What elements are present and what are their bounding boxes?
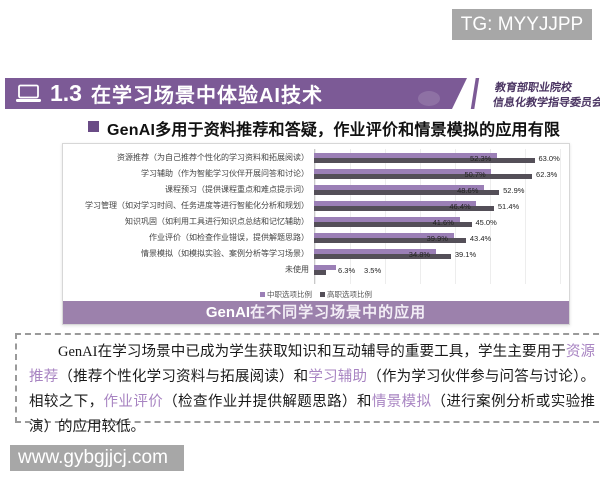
value-label-zhongzhi: 6.3% [338,266,356,275]
chart-row: 学习管理（如对学习时间、任务进度等进行智能化分析和规划） 46.4% 51.4% [71,198,561,214]
site-watermark: www.gybgjjcj.com [10,445,184,471]
legend-label: 高职选项比例 [327,290,372,299]
bar-group: 50.7% 62.3% [314,166,561,182]
banner-accent-stripe [470,78,480,109]
summary-highlight: 资源推荐 [29,344,595,385]
organization-name: 教育部职业院校 信息化教学指导委员会 [492,80,600,110]
bar-gaozhi [314,222,472,227]
bar-zhongzhi [314,153,498,158]
chart-row: 情景模拟（如模拟实验、案例分析等学习场景） 34.8% 39.1% [71,246,561,262]
value-label-gaozhi: 62.3% [536,170,558,179]
bar-group: 48.6% 52.9% [314,182,561,198]
value-label-zhongzhi: 41.6% [432,218,454,227]
telegram-watermark: TG: MYYJJPP [452,9,592,40]
chart-rows: 资源推荐（为自己推荐个性化的学习资料和拓展阅读） 52.3% 63.0% 学习辅助（作… [71,150,561,278]
category-label: 作业评价（如检查作业错误，提供解题思路） [149,233,309,242]
legend-item: 中职选项比例 [260,289,312,300]
category-label: 学习管理（如对学习时间、任务进度等进行智能化分析和规划） [85,201,309,210]
value-label-gaozhi: 39.1% [454,250,477,259]
chart-row: 资源推荐（为自己推荐个性化的学习资料和拓展阅读） 52.3% 63.0% [71,150,561,166]
summary-text: GenAI在学习场景中已成为学生获取知识和互动辅导的重要工具，学生主要用于 [58,344,566,360]
bar-gaozhi [314,206,494,211]
chart-panel: 资源推荐（为自己推荐个性化的学习资料和拓展阅读） 52.3% 63.0% 学习辅助（作… [62,143,570,325]
section-header-banner: 1.3 在学习场景中体验AI技术 [5,78,467,109]
category-label: 课程预习（提供课程重点和难点提示词） [165,185,309,194]
category-label: 未使用 [285,265,309,274]
summary-text-box: GenAI在学习场景中已成为学生获取知识和互动辅导的重要工具，学生主要用于资源推… [15,333,600,435]
legend-item: 高职选项比例 [320,289,372,300]
summary-highlight: 学习辅助 [308,369,368,385]
value-label-gaozhi: 51.4% [497,202,520,211]
bar-group: 46.4% 51.4% [314,198,561,214]
bar-zhongzhi [314,185,485,190]
chart-row: 未使用 6.3% 3.5% [71,262,561,278]
bar-gaozhi [314,190,500,195]
bar-zhongzhi [314,265,337,270]
bar-zhongzhi [314,249,436,254]
bar-group: 6.3% 3.5% [314,262,561,278]
section-title: 在学习场景中体验AI技术 [90,85,323,107]
category-label: 情景模拟（如模拟实验、案例分析等学习场景） [141,249,309,258]
chart-row: 课程预习（提供课程重点和难点提示词） 48.6% 52.9% [71,182,561,198]
headline-prefix: GenAI [107,122,156,139]
chart-legend: 中职选项比例 高职选项比例 [63,289,569,300]
chart-row: 知识巩固（如利用工具进行知识点总结和记忆辅助） 41.6% 45.0% [71,214,561,230]
summary-text: （进行案例分析或实验推演）的应用较低。 [29,394,596,435]
bar-gaozhi [314,238,466,243]
chart-title-prefix: GenAI [205,304,251,321]
category-label: 学习辅助（作为智能学习伙伴开展问答和讨论） [141,169,309,178]
bar-zhongzhi [314,217,460,222]
value-label-zhongzhi: 50.7% [464,170,486,179]
summary-text: （检查作业并提供解题思路）和 [163,394,372,410]
chart-row: 作业评价（如检查作业错误，提供解题思路） 39.9% 43.4% [71,230,561,246]
value-label-zhongzhi: 52.3% [470,154,492,163]
bullet-square-icon [88,121,99,132]
bar-zhongzhi [314,233,454,238]
summary-text: （作为学习伙伴参与问答与讨论）。相较之下， [29,369,596,410]
value-label-zhongzhi: 34.8% [408,250,431,259]
value-label-gaozhi: 43.4% [469,234,492,243]
legend-label: 中职选项比例 [267,290,312,299]
page-number-badge [418,91,440,106]
headline-text: GenAI多用于资料推荐和答疑，作业评价和情景模拟的应用有限 [107,116,560,140]
bar-gaozhi [314,254,451,259]
summary-highlight: 作业评价 [103,394,164,410]
legend-swatch-icon [320,292,325,297]
category-label: 知识巩固（如利用工具进行知识点总结和记忆辅助） [125,217,309,226]
bar-gaozhi [314,158,535,163]
bar-gaozhi [314,270,327,275]
organization-line2: 信息化教学指导委员会 [492,96,600,109]
value-label-gaozhi: 45.0% [475,218,497,227]
value-label-gaozhi: 3.5% [364,266,382,275]
bar-group: 52.3% 63.0% [314,150,561,166]
value-label-zhongzhi: 46.4% [449,202,471,211]
value-label-gaozhi: 63.0% [538,154,560,163]
organization-line1: 教育部职业院校 [494,81,573,94]
headline-bullet: GenAI多用于资料推荐和答疑，作业评价和情景模拟的应用有限 [88,116,560,140]
bar-group: 34.8% 39.1% [314,246,561,262]
chart-title-text: 在不同学习场景中的应用 [250,304,427,321]
category-label: 资源推荐（为自己推荐个性化的学习资料和拓展阅读） [117,153,309,162]
bar-gaozhi [314,174,533,179]
summary-highlight: 情景模拟 [371,394,432,410]
legend-swatch-icon [260,292,265,297]
headline-body: 多用于资料推荐和答疑，作业评价和情景模拟的应用有限 [155,122,561,139]
chart-title-bar: GenAI在不同学习场景中的应用 [63,301,569,324]
bar-group: 41.6% 45.0% [314,214,561,230]
summary-text: （推荐个性化学习资料与拓展阅读）和 [58,369,309,385]
laptop-icon [15,84,42,104]
value-label-zhongzhi: 48.6% [457,186,479,195]
section-number: 1.3 [50,80,82,106]
bar-zhongzhi [314,169,492,174]
bar-group: 39.9% 43.4% [314,230,561,246]
value-label-zhongzhi: 39.9% [426,234,448,243]
chart-row: 学习辅助（作为智能学习伙伴开展问答和讨论） 50.7% 62.3% [71,166,561,182]
value-label-gaozhi: 52.9% [503,186,525,195]
bar-zhongzhi [314,201,477,206]
